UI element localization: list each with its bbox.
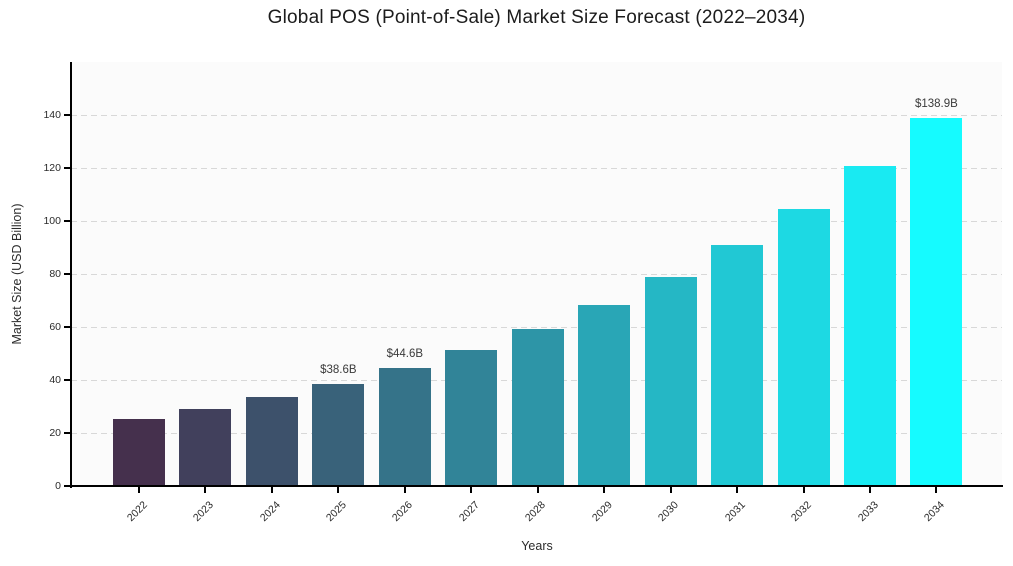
- y-tick-mark-140: [64, 114, 70, 116]
- x-tick-mark-2031: [736, 487, 739, 493]
- x-tick-label-2030: 2030: [656, 499, 682, 525]
- x-tick-label-2027: 2027: [456, 499, 482, 525]
- x-tick-label-2029: 2029: [589, 499, 615, 525]
- x-tick-label-2026: 2026: [390, 499, 416, 525]
- x-tick-mark-2026: [403, 487, 406, 493]
- x-axis-title: Years: [521, 539, 553, 553]
- chart-title: Global POS (Point-of-Sale) Market Size F…: [267, 7, 806, 28]
- x-tick-label-2033: 2033: [855, 499, 881, 525]
- x-axis-line: [70, 485, 1003, 487]
- y-tick-mark-40: [64, 379, 70, 381]
- x-tick-mark-2030: [669, 487, 672, 493]
- bar-2030: [644, 277, 697, 486]
- y-tick-label-40: 40: [49, 374, 61, 386]
- y-tick-mark-60: [64, 326, 70, 328]
- bar-2032: [777, 208, 830, 486]
- bar-2025: [312, 383, 365, 486]
- bar-2026: [378, 367, 431, 486]
- plot-area: [71, 62, 1002, 486]
- x-tick-mark-2022: [138, 487, 140, 493]
- bar-2024: [245, 397, 298, 486]
- x-tick-label-2022: 2022: [124, 499, 150, 525]
- gridline-100: [71, 221, 1002, 222]
- y-tick-label-0: 0: [55, 480, 61, 492]
- x-tick-mark-2027: [470, 487, 473, 493]
- gridline-140: [71, 115, 1002, 116]
- y-tick-mark-100: [64, 220, 70, 222]
- x-tick-mark-2023: [204, 487, 207, 493]
- bar-2031: [711, 245, 764, 486]
- y-tick-mark-120: [64, 167, 70, 169]
- value-annotation-2026: $44.6B: [386, 347, 424, 360]
- y-tick-mark-20: [64, 432, 70, 434]
- gridline-120: [71, 168, 1002, 169]
- y-tick-mark-0: [64, 485, 70, 487]
- bar-2034: [910, 117, 963, 486]
- value-annotation-2034: $138.9B: [914, 97, 958, 110]
- bar-2023: [179, 409, 232, 486]
- value-annotation-2025: $38.6B: [320, 363, 357, 376]
- y-tick-label-80: 80: [49, 268, 61, 280]
- x-tick-mark-2032: [802, 487, 805, 493]
- y-tick-label-100: 100: [43, 215, 61, 227]
- x-tick-mark-2029: [603, 487, 606, 493]
- bar-2029: [578, 305, 631, 486]
- bar-2027: [445, 349, 498, 486]
- x-tick-label-2024: 2024: [257, 499, 283, 525]
- y-tick-label-120: 120: [43, 162, 61, 174]
- y-tick-label-20: 20: [49, 427, 61, 439]
- bar-2022: [113, 419, 165, 486]
- bar-2033: [843, 166, 896, 486]
- x-tick-mark-2028: [536, 487, 539, 493]
- x-tick-label-2023: 2023: [190, 499, 216, 525]
- x-tick-label-2028: 2028: [523, 499, 549, 525]
- gridline-60: [71, 327, 1002, 328]
- y-axis-line: [70, 62, 72, 488]
- x-tick-mark-2025: [337, 487, 340, 493]
- x-tick-mark-2034: [935, 487, 938, 493]
- y-axis-title: Market Size (USD Billion): [10, 203, 24, 345]
- x-tick-label-2034: 2034: [921, 499, 947, 525]
- gridline-80: [71, 274, 1002, 275]
- x-tick-mark-2033: [868, 487, 871, 493]
- bar-2028: [511, 328, 564, 486]
- y-tick-label-60: 60: [49, 321, 61, 333]
- x-tick-label-2032: 2032: [788, 499, 814, 525]
- y-tick-label-140: 140: [43, 109, 61, 121]
- x-tick-label-2025: 2025: [323, 499, 349, 525]
- y-tick-mark-80: [64, 273, 70, 275]
- x-tick-label-2031: 2031: [722, 499, 748, 525]
- x-tick-mark-2024: [270, 487, 273, 493]
